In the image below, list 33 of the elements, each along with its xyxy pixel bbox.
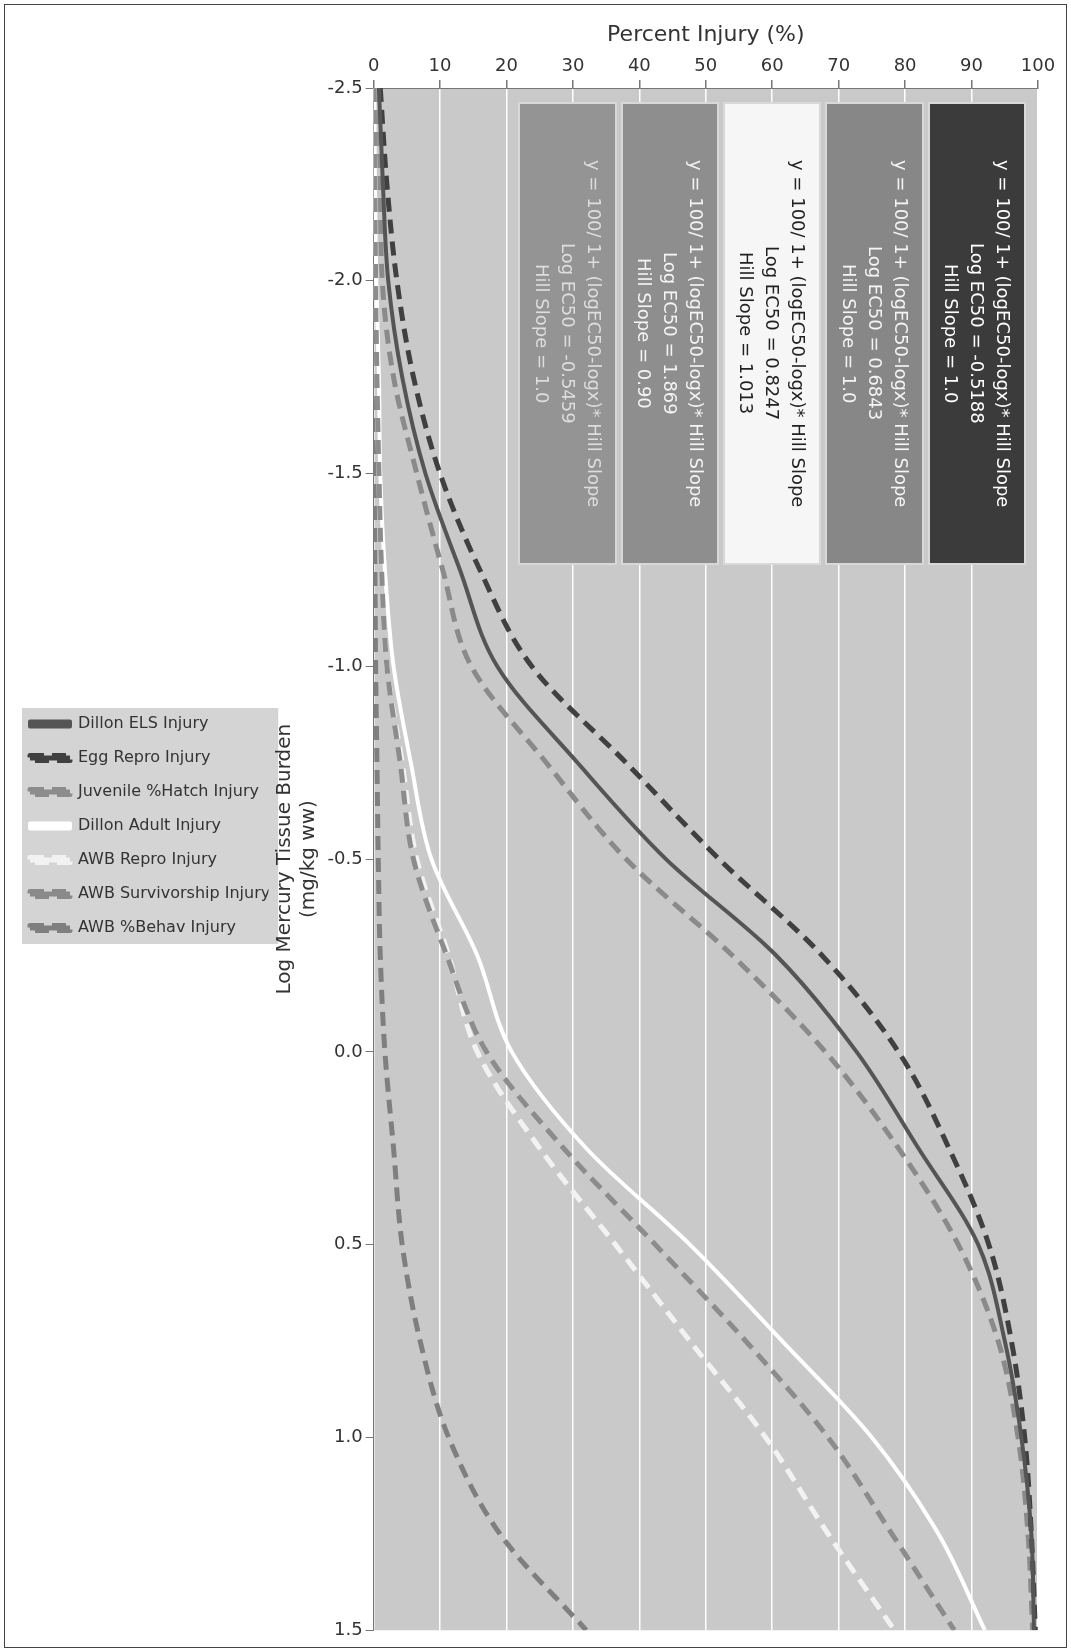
x-axis-title: Percent Injury (%) [607, 20, 805, 46]
x-tick-label: 90 [960, 53, 984, 75]
x-tick-label: 0 [367, 53, 380, 75]
x-tick-label: 40 [627, 53, 651, 75]
x-tick-label: 80 [893, 53, 917, 75]
x-tick-label: 60 [760, 53, 784, 75]
x-tick-label: 10 [428, 53, 452, 75]
y-tick-label: -0.5 [327, 846, 363, 868]
legend-label: Egg Repro Injury [78, 747, 211, 767]
legend-label: Juvenile %Hatch Injury [77, 781, 259, 801]
y-axis-title: Log Mercury Tissue Burden (mg/kg ww) [270, 723, 319, 995]
y-tick-label: 0.5 [333, 1232, 363, 1254]
text-box: y = 100/ 1+ (logEC50-logx)* Hill Slope Log EC50 = 0.6843 Hill Slope = 1.0 [825, 102, 924, 565]
text-box: y = 100/ 1+ (logEC50-logx)* Hill Slope Log EC50 = -0.5188 Hill Slope = 1.0 [927, 102, 1026, 565]
text-box: y = 100/ 1+ (logEC50-logx)* Hill Slope Log EC50 = 0.8247 Hill Slope = 1.013 [723, 102, 822, 565]
y-tick-label: -1.0 [327, 654, 363, 675]
text-box: y = 100/ 1+ (logEC50-logx)* Hill Slope Log EC50 = -0.5459 Hill Slope = 1.0 [518, 102, 617, 565]
text-box: y = 100/ 1+ (logEC50-logx)* Hill Slope Log EC50 = 1.869 Hill Slope = 0.90 [620, 102, 719, 565]
x-tick-label: 30 [561, 53, 585, 75]
x-tick-label: 20 [495, 53, 518, 75]
legend-label: AWB Repro Injury [78, 849, 217, 869]
legend-label: Dillon ELS Injury [78, 713, 209, 733]
y-tick-label: -2.5 [327, 75, 363, 97]
y-tick-label: 1.0 [333, 1425, 363, 1447]
legend-label: AWB %Behav Injury [78, 917, 236, 937]
legend-label: Dillon Adult Injury [78, 815, 221, 835]
x-tick-label: 100 [1020, 53, 1056, 75]
y-tick-label: -1.5 [327, 461, 363, 483]
x-tick-label: 70 [827, 53, 851, 75]
y-tick-label: 0.0 [333, 1039, 363, 1061]
x-tick-label: 50 [694, 53, 718, 75]
y-tick-label: -2.0 [327, 268, 363, 290]
y-tick-label: 1.5 [333, 1617, 363, 1639]
